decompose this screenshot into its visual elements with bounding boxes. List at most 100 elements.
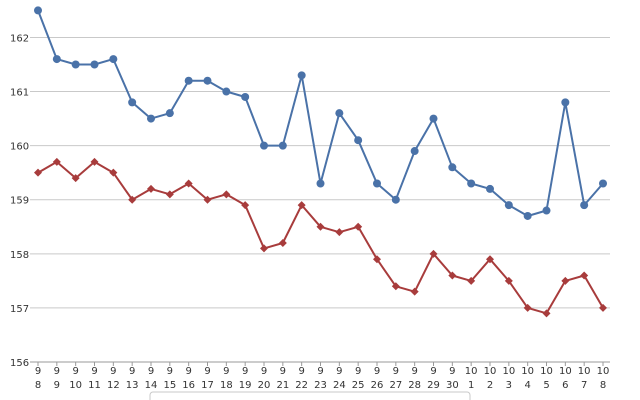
- series-red-point: [71, 174, 80, 183]
- series-red-point: [373, 255, 381, 264]
- x-tick-label-day: 8: [600, 380, 606, 391]
- series-red-point: [316, 222, 325, 231]
- axes: [30, 361, 610, 366]
- x-tick-label-month: 9: [223, 366, 229, 377]
- x-tick-label-day: 14: [145, 380, 158, 391]
- series-blue-point: [128, 98, 137, 107]
- series-red-point: [504, 276, 513, 285]
- x-tick-label-day: 8: [35, 380, 41, 391]
- series-blue-point: [90, 60, 99, 69]
- x-tick-label-month: 10: [559, 366, 572, 377]
- series-red-point: [109, 168, 118, 177]
- x-tick-label-month: 9: [355, 366, 361, 377]
- x-tick-label-day: 19: [239, 380, 252, 391]
- series-red-point: [486, 255, 494, 264]
- x-tick-label-day: 28: [408, 380, 421, 391]
- x-tick-label-day: 9: [54, 380, 60, 391]
- x-tick-label-month: 9: [204, 366, 210, 377]
- series-blue-point: [504, 201, 513, 210]
- series-red-point: [429, 249, 438, 258]
- x-tick-label-month: 9: [298, 366, 304, 377]
- series-red-point: [52, 157, 61, 166]
- series-blue-point: [241, 92, 250, 101]
- x-tick-label-month: 10: [502, 366, 515, 377]
- series-red-point: [561, 276, 570, 285]
- x-tick-label-month: 9: [35, 366, 41, 377]
- series-red-point: [410, 287, 419, 296]
- x-tick-label-month: 9: [72, 366, 78, 377]
- x-tick-label-day: 24: [333, 380, 346, 391]
- series-blue-point: [429, 114, 438, 123]
- x-tick-label-day: 21: [276, 380, 289, 391]
- x-tick-label-month: 9: [129, 366, 135, 377]
- x-tick-label-day: 26: [371, 380, 384, 391]
- x-tick-label-month: 9: [411, 366, 417, 377]
- series-blue-point: [71, 60, 80, 69]
- series-blue-point: [316, 179, 325, 188]
- series-blue-point: [486, 184, 494, 193]
- x-tick-label-day: 11: [88, 380, 101, 391]
- x-tick-label-day: 17: [201, 380, 214, 391]
- y-tick-label: 158: [10, 250, 29, 261]
- series-blue-point: [203, 76, 212, 85]
- series-blue-point: [542, 206, 551, 215]
- series-red-point: [523, 303, 532, 312]
- y-tick-label: 159: [10, 196, 29, 207]
- x-tick-label-month: 9: [449, 366, 455, 377]
- series-red-point: [580, 271, 589, 280]
- series-red-point: [90, 157, 99, 166]
- series-red-point: [203, 195, 212, 204]
- series-blue-point: [297, 71, 306, 80]
- series-blue-point: [580, 201, 589, 210]
- series-red-point: [599, 303, 607, 312]
- series-lines: [34, 6, 607, 318]
- x-tick-label-month: 9: [54, 366, 60, 377]
- series-blue-point: [523, 211, 532, 220]
- series-red-point: [165, 190, 174, 199]
- x-tick-label-day: 6: [562, 380, 568, 391]
- series-red-point: [335, 228, 344, 237]
- x-tick-label-month: 10: [465, 366, 478, 377]
- x-tick-label-day: 22: [295, 380, 308, 391]
- y-tick-label: 156: [10, 358, 29, 369]
- x-tick-labels: 9899910911912913914915916917918919920921…: [35, 366, 610, 391]
- series-blue-point: [147, 114, 155, 123]
- series-blue-point: [278, 141, 287, 150]
- x-tick-label-month: 9: [280, 366, 286, 377]
- series-red-point: [260, 244, 268, 253]
- x-tick-label-month: 9: [374, 366, 380, 377]
- series-red-point: [241, 201, 250, 210]
- x-tick-label-day: 29: [427, 380, 440, 391]
- x-tick-label-month: 10: [484, 366, 497, 377]
- series-blue-point: [561, 98, 570, 107]
- x-tick-label-day: 23: [314, 380, 327, 391]
- x-tick-label-month: 9: [261, 366, 267, 377]
- series-red-point: [278, 239, 287, 247]
- x-tick-label-day: 10: [69, 380, 82, 391]
- x-tick-label-day: 15: [163, 380, 176, 391]
- series-blue-point: [410, 147, 419, 156]
- series-blue-point: [354, 136, 363, 145]
- series-blue-point: [448, 163, 457, 172]
- x-tick-label-day: 3: [506, 380, 512, 391]
- series-blue-point: [222, 87, 231, 96]
- series-blue-point: [467, 179, 476, 188]
- x-tick-label-day: 1: [468, 380, 474, 391]
- x-tick-label-day: 30: [446, 380, 459, 391]
- x-tick-label-month: 10: [597, 366, 610, 377]
- series-red-point: [222, 190, 231, 199]
- series-blue-point: [165, 109, 174, 118]
- series-red-point: [448, 271, 457, 280]
- x-tick-label-day: 5: [543, 380, 549, 391]
- x-tick-label-day: 13: [126, 380, 139, 391]
- x-tick-label-day: 12: [107, 380, 120, 391]
- x-tick-label-month: 10: [540, 366, 553, 377]
- x-tick-label-day: 7: [581, 380, 587, 391]
- x-tick-label-month: 9: [148, 366, 154, 377]
- x-tick-label-day: 16: [182, 380, 195, 391]
- series-blue-point: [335, 109, 344, 118]
- series-red-point: [297, 201, 306, 210]
- series-blue-point: [599, 179, 607, 188]
- series-blue-point: [52, 55, 61, 64]
- x-tick-label-day: 27: [389, 380, 402, 391]
